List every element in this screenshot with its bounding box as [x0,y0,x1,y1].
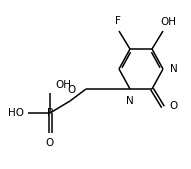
Text: OH: OH [55,80,71,90]
Text: F: F [115,16,121,26]
Text: OH: OH [160,17,176,27]
Text: O: O [46,138,54,148]
Text: O: O [67,85,75,95]
Text: P: P [47,108,53,118]
Text: HO: HO [8,108,24,118]
Text: O: O [169,101,177,111]
Text: N: N [170,64,178,74]
Text: N: N [126,96,134,106]
